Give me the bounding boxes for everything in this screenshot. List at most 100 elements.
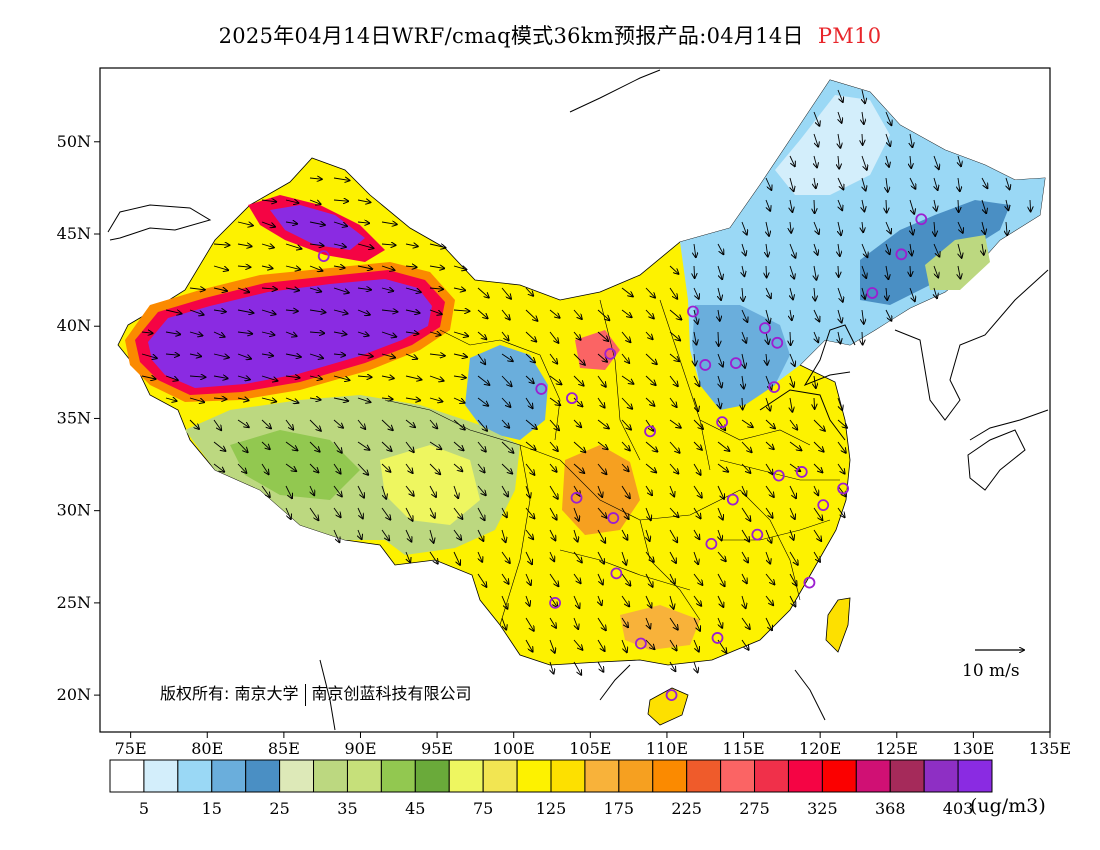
- wind-arrow: [573, 375, 584, 386]
- colorbar: [109, 759, 993, 793]
- wind-arrow: [213, 354, 229, 358]
- colorbar-label: 403: [943, 799, 974, 818]
- lon-tick-label: 110E: [646, 739, 688, 758]
- wind-arrow: [501, 573, 509, 584]
- colorbar-label: 15: [202, 799, 222, 818]
- wind-arrow: [189, 419, 199, 429]
- colorbar-swatch: [550, 759, 586, 793]
- wind-arrow: [645, 639, 654, 649]
- wind-arrow: [669, 661, 675, 671]
- colorbar-swatch: [923, 759, 959, 793]
- wind-arrow: [141, 353, 157, 358]
- wind-arrow: [549, 419, 559, 430]
- wind-arrow: [765, 397, 770, 411]
- wind-arrow: [525, 287, 533, 296]
- wind-arrow: [405, 485, 414, 496]
- wind-arrow: [573, 507, 579, 521]
- wind-arrow: [693, 397, 698, 411]
- wind-arrow: [261, 309, 276, 314]
- wind-arrow: [741, 617, 750, 629]
- wind-arrow: [790, 309, 792, 320]
- wind-arrow: [333, 441, 342, 453]
- wind-arrow: [693, 419, 703, 429]
- wind-arrow: [261, 200, 276, 202]
- wind-arrow: [597, 397, 605, 408]
- wind-arrow: [525, 529, 533, 539]
- colorbar-swatch: [346, 759, 382, 793]
- wind-arrow: [789, 265, 794, 279]
- wind-arrow: [501, 485, 508, 496]
- station-marker: [570, 491, 583, 504]
- wind-arrow: [165, 332, 180, 334]
- wind-arrow: [213, 310, 226, 312]
- wind-arrow: [381, 222, 397, 224]
- wind-arrow: [213, 441, 225, 451]
- wind-arrow: [741, 639, 749, 650]
- wind-arrow: [790, 199, 792, 212]
- colorbar-swatch: [516, 759, 552, 793]
- wind-arrow: [333, 287, 349, 293]
- wind-arrow: [405, 398, 420, 400]
- station-marker: [817, 499, 830, 512]
- wind-arrow: [765, 529, 771, 543]
- wind-arrow: [525, 639, 533, 652]
- wind-arrow: [309, 222, 325, 225]
- wind-arrow: [910, 221, 913, 235]
- wind-arrow: [669, 265, 678, 274]
- wind-arrow: [621, 595, 629, 606]
- wind-arrow: [453, 441, 464, 450]
- station-marker: [711, 632, 724, 644]
- wind-arrow: [621, 617, 628, 627]
- wind-arrow: [742, 353, 745, 368]
- wind-arrow: [405, 310, 420, 313]
- wind-arrow: [549, 463, 557, 472]
- station-marker: [644, 425, 656, 438]
- wind-arrow: [718, 309, 720, 321]
- colorbar-labels: 5 15 25 35 45 75 125 175 225 275 325 368 403: [139, 799, 974, 818]
- wind-arrow: [477, 441, 486, 452]
- wind-arrow: [261, 266, 273, 268]
- wind-arrow: [837, 89, 843, 102]
- wind-arrow: [669, 441, 680, 453]
- wind-arrow: [766, 353, 767, 365]
- wind-arrow: [958, 265, 960, 279]
- wind-arrow: [549, 529, 555, 540]
- wind-arrow: [742, 265, 744, 276]
- wind-arrow: [645, 419, 653, 431]
- wind-arrow: [358, 529, 362, 539]
- wind-arrow: [429, 551, 438, 564]
- wind-vectors: [141, 89, 1031, 675]
- wind-arrow: [597, 617, 606, 630]
- wind-arrow: [309, 332, 324, 333]
- station-marker: [705, 537, 718, 550]
- wind-arrow: [357, 332, 369, 336]
- wind-arrow: [621, 529, 627, 540]
- wind-arrow: [573, 353, 585, 365]
- colorbar-swatch: [652, 759, 688, 793]
- wind-arrow: [765, 177, 771, 190]
- wind-arrow: [766, 221, 769, 236]
- wind-arrow: [742, 375, 744, 389]
- wind-arrow: [453, 288, 465, 290]
- wind-arrow: [669, 397, 677, 407]
- wind-arrow: [814, 485, 818, 495]
- wind-arrow: [189, 332, 202, 336]
- wind-arrow: [597, 551, 604, 564]
- wind-arrow: [333, 354, 345, 355]
- wind-arrow: [838, 243, 840, 256]
- wind-arrow: [765, 485, 774, 497]
- wind-arrow: [790, 529, 794, 540]
- wind-arrow: [261, 375, 277, 381]
- wind-arrow: [357, 376, 372, 377]
- wind-arrow: [645, 485, 652, 495]
- wind-arrow: [213, 288, 227, 291]
- wind-arrow: [549, 485, 558, 499]
- wind-arrow: [549, 507, 557, 520]
- colorbar-label: 368: [875, 799, 906, 818]
- tibet-dark-green: [230, 430, 360, 500]
- wind-arrow: [525, 441, 536, 450]
- wind-arrow: [430, 529, 434, 543]
- wind-arrow: [813, 529, 821, 541]
- wind-arrow: [790, 177, 794, 191]
- colorbar-swatch: [380, 759, 416, 793]
